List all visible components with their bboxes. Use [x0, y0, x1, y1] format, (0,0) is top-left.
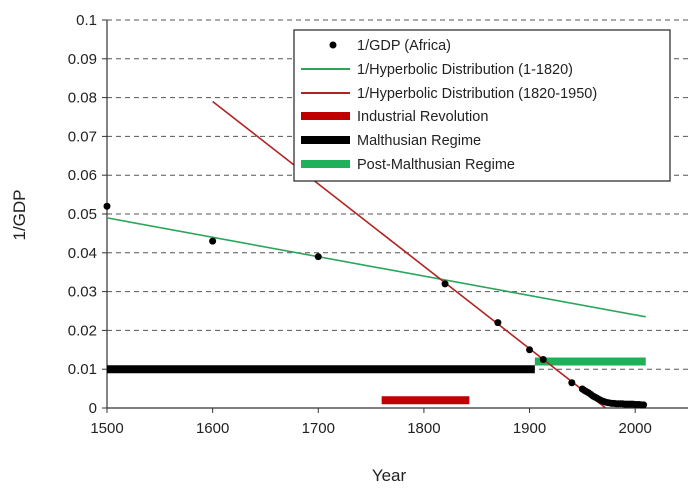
gdp-point [526, 346, 534, 354]
gdp-point [314, 253, 322, 261]
legend-marker-post-malthusian [301, 160, 350, 168]
hyperbolic-line-2 [212, 100, 607, 409]
x-tick-label: 1900 [513, 420, 546, 437]
regime-bands [107, 357, 646, 405]
x-axis-title: Year [372, 466, 407, 484]
hyperbolic-lines [106, 100, 646, 409]
gdp-point [494, 319, 502, 327]
gdp-point [441, 280, 449, 288]
gdp-point [568, 379, 576, 387]
scatter-points [103, 202, 648, 409]
x-tick-label: 2000 [618, 420, 651, 437]
legend-label-hyperbolic-1: 1/Hyperbolic Distribution (1-1820) [357, 62, 573, 78]
y-tick-label: 0.05 [68, 206, 97, 223]
y-tick-label: 0.02 [68, 322, 97, 339]
legend: 1/GDP (Africa) 1/Hyperbolic Distribution… [293, 29, 671, 182]
gdp-point [539, 356, 547, 363]
gdp-point [640, 401, 648, 409]
legend-label-post-malthusian: Post-Malthusian Regime [357, 157, 515, 173]
legend-marker-gdp [329, 41, 337, 49]
legend-marker-industrial [301, 112, 350, 120]
tick-labels: 0 0.01 0.02 0.03 0.04 0.05 0.06 0.07 0.08 0.09 0.1… [68, 12, 652, 437]
y-tick-label: 0 [89, 400, 97, 417]
x-tick-label: 1800 [407, 420, 440, 437]
y-tick-label: 0.01 [68, 361, 97, 378]
x-tick-label: 1700 [302, 420, 335, 437]
legend-label-gdp: 1/GDP (Africa) [357, 38, 451, 54]
hyperbolic-line-1 [106, 217, 646, 318]
y-tick-label: 0.06 [68, 167, 97, 184]
y-tick-label: 0.1 [76, 12, 97, 29]
y-tick-label: 0.08 [68, 90, 97, 107]
y-tick-label: 0.07 [68, 128, 97, 145]
legend-marker-malthusian [301, 136, 350, 144]
y-tick-label: 0.03 [68, 284, 97, 301]
gdp-point [209, 237, 217, 245]
gdp-point [103, 202, 111, 210]
x-tick-label: 1600 [196, 420, 229, 437]
y-tick-label: 0.04 [68, 245, 97, 262]
axes [102, 19, 688, 413]
legend-box [293, 29, 671, 182]
legend-label-hyperbolic-2: 1/Hyperbolic Distribution (1820-1950) [357, 86, 597, 102]
legend-label-malthusian: Malthusian Regime [357, 133, 481, 149]
y-tick-label: 0.09 [68, 51, 97, 68]
legend-label-industrial: Industrial Revolution [357, 109, 488, 125]
y-axis-title: 1/GDP [10, 189, 29, 240]
x-tick-label: 1500 [90, 420, 123, 437]
